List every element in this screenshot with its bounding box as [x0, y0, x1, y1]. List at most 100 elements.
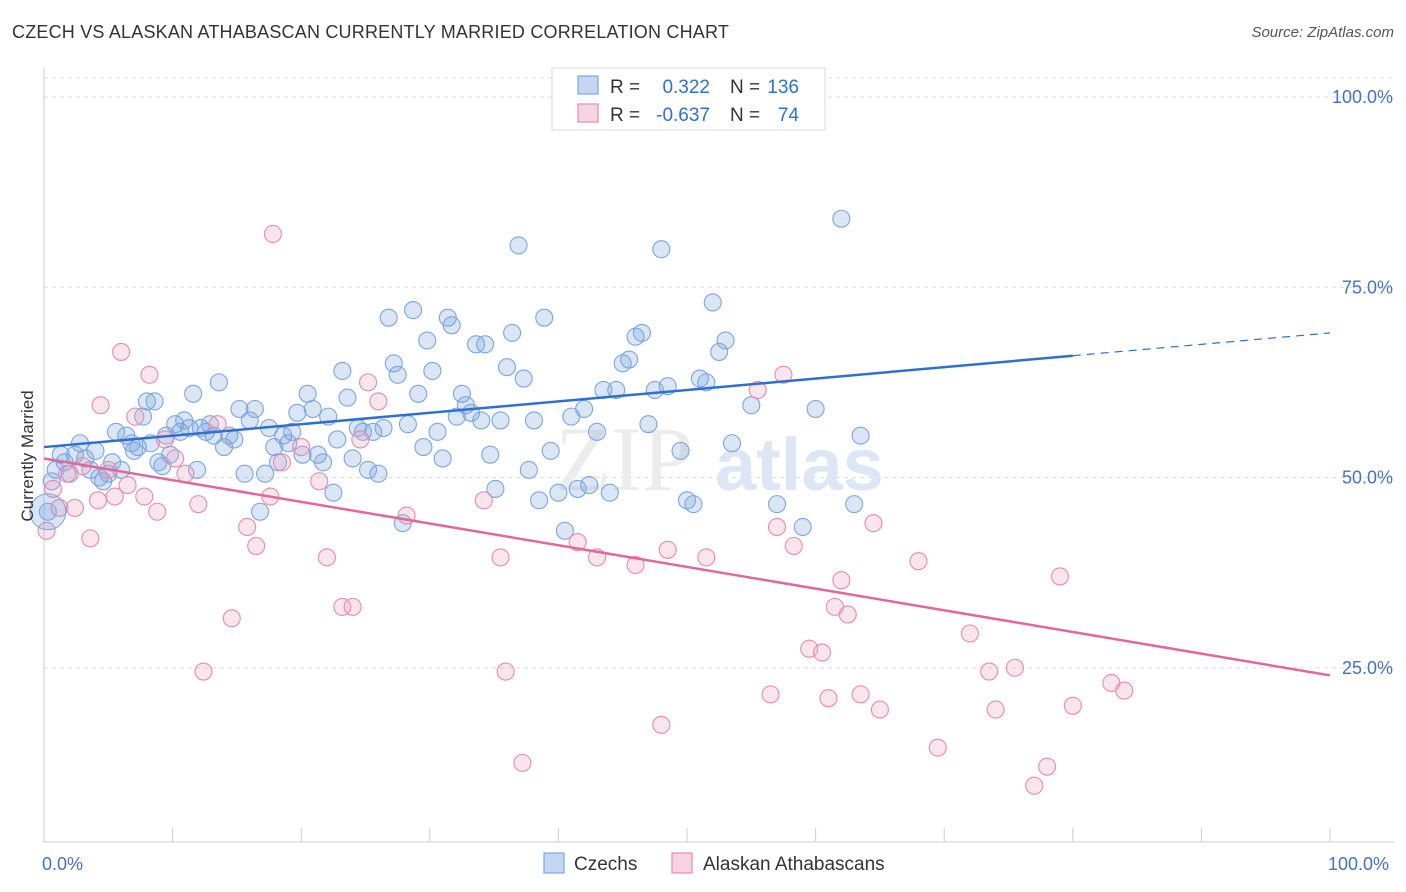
data-point-alaskan-athabascans [112, 342, 131, 361]
data-point-alaskan-athabascans [317, 548, 336, 567]
data-point-czechs [710, 342, 729, 361]
y-tick-label: 75.0% [1342, 277, 1393, 297]
legend-n-label-athabascans: N = [730, 105, 760, 126]
data-point-alaskan-athabascans [819, 689, 838, 708]
data-point-czechs [398, 415, 417, 434]
data-point-czechs [671, 441, 690, 460]
data-point-czechs [384, 354, 403, 373]
data-point-czechs [214, 438, 234, 457]
data-point-alaskan-athabascans [568, 533, 587, 552]
data-point-czechs [369, 464, 388, 483]
legend-r-label-czechs: R = [610, 77, 640, 98]
data-point-czechs [235, 464, 254, 483]
data-point-czechs [652, 240, 671, 259]
data-point-alaskan-athabascans [118, 476, 137, 495]
data-point-czechs [187, 460, 207, 479]
axes [43, 68, 1394, 843]
data-point-alaskan-athabascans [359, 373, 378, 392]
data-point-alaskan-athabascans [310, 472, 329, 491]
data-point-czechs [414, 438, 433, 457]
data-point-czechs [503, 323, 522, 342]
bottom-legend-swatch-czechs [543, 852, 565, 874]
bottom-legend-label-athabascans: Alaskan Athabascans [703, 854, 885, 875]
data-point-alaskan-athabascans [980, 662, 999, 681]
data-point-alaskan-athabascans [37, 521, 56, 540]
data-point-czechs [452, 384, 472, 403]
y-tick-label: 100.0% [1332, 87, 1393, 107]
data-point-alaskan-athabascans [774, 365, 793, 384]
data-point-czechs [580, 476, 599, 495]
data-point-czechs [303, 399, 322, 419]
data-point-alaskan-athabascans [658, 540, 677, 559]
data-point-czechs [639, 415, 658, 434]
series-legend: Czechs Alaskan Athabascans [543, 852, 885, 875]
data-point-czechs [133, 407, 153, 426]
data-point-alaskan-athabascans [194, 662, 213, 681]
data-point-czechs [832, 209, 851, 228]
data-point-alaskan-athabascans [928, 738, 947, 757]
data-point-czechs [256, 464, 275, 483]
data-point-alaskan-athabascans [986, 700, 1005, 719]
trend-lines [43, 332, 1331, 677]
data-point-czechs [379, 308, 398, 327]
data-point-czechs [442, 316, 461, 335]
data-point-czechs [288, 403, 307, 422]
data-point-alaskan-athabascans [333, 597, 352, 616]
data-point-czechs [418, 331, 437, 350]
trend-line-czechs-projection [1072, 332, 1331, 357]
data-points [29, 209, 1134, 795]
data-point-alaskan-athabascans [292, 438, 311, 457]
data-point-czechs [486, 479, 505, 498]
data-point-czechs [343, 449, 362, 468]
data-point-alaskan-athabascans [909, 552, 928, 571]
data-point-alaskan-athabascans [189, 495, 208, 514]
stats-legend: R = 0.322 N = 136 R = -0.637 N = 74 [551, 67, 826, 131]
data-point-alaskan-athabascans [43, 479, 63, 498]
data-point-alaskan-athabascans [513, 753, 532, 772]
data-point-czechs [530, 491, 549, 510]
data-point-alaskan-athabascans [343, 597, 362, 616]
data-point-alaskan-athabascans [369, 392, 388, 411]
data-point-czechs [549, 483, 568, 502]
data-point-czechs [298, 384, 317, 403]
data-point-czechs [137, 392, 156, 411]
data-point-alaskan-athabascans [155, 430, 174, 449]
data-point-alaskan-athabascans [65, 498, 84, 517]
data-point-alaskan-athabascans [238, 517, 257, 537]
data-point-czechs [555, 521, 574, 540]
data-point-alaskan-athabascans [864, 514, 883, 533]
data-point-czechs [742, 396, 761, 415]
data-point-alaskan-athabascans [166, 449, 185, 468]
watermark: ZIP atlas [555, 408, 884, 510]
data-point-czechs [541, 441, 560, 460]
chart-source: Source: ZipAtlas.com [1251, 24, 1394, 41]
data-point-alaskan-athabascans [761, 685, 780, 704]
data-point-alaskan-athabascans [140, 365, 159, 384]
data-point-czechs [509, 236, 528, 255]
data-point-alaskan-athabascans [626, 555, 645, 575]
data-point-czechs [283, 422, 302, 441]
data-point-czechs [269, 453, 288, 472]
gridlines [44, 77, 1394, 669]
data-point-alaskan-athabascans [88, 491, 108, 510]
data-point-alaskan-athabascans [767, 517, 787, 537]
x-tick-label-min: 0.0% [42, 854, 83, 874]
data-point-czechs [587, 422, 607, 441]
legend-n-value-athabascans: 74 [778, 105, 800, 126]
data-point-czechs [250, 502, 270, 521]
data-point-czechs [328, 430, 347, 449]
x-tick-label-max: 100.0% [1328, 854, 1389, 874]
data-point-czechs [184, 384, 203, 403]
legend-r-label-athabascans: R = [610, 105, 640, 126]
data-point-alaskan-athabascans [247, 536, 266, 556]
data-point-czechs [845, 495, 864, 514]
data-point-czechs [491, 411, 510, 430]
data-point-czechs [535, 308, 554, 327]
data-point-czechs [409, 384, 428, 403]
data-point-czechs-large [29, 493, 67, 531]
data-point-czechs [333, 361, 352, 381]
data-point-alaskan-athabascans [351, 430, 370, 449]
data-point-alaskan-athabascans [1005, 658, 1024, 677]
trend-line-athabascans [43, 457, 1331, 677]
data-point-alaskan-athabascans [812, 643, 832, 662]
